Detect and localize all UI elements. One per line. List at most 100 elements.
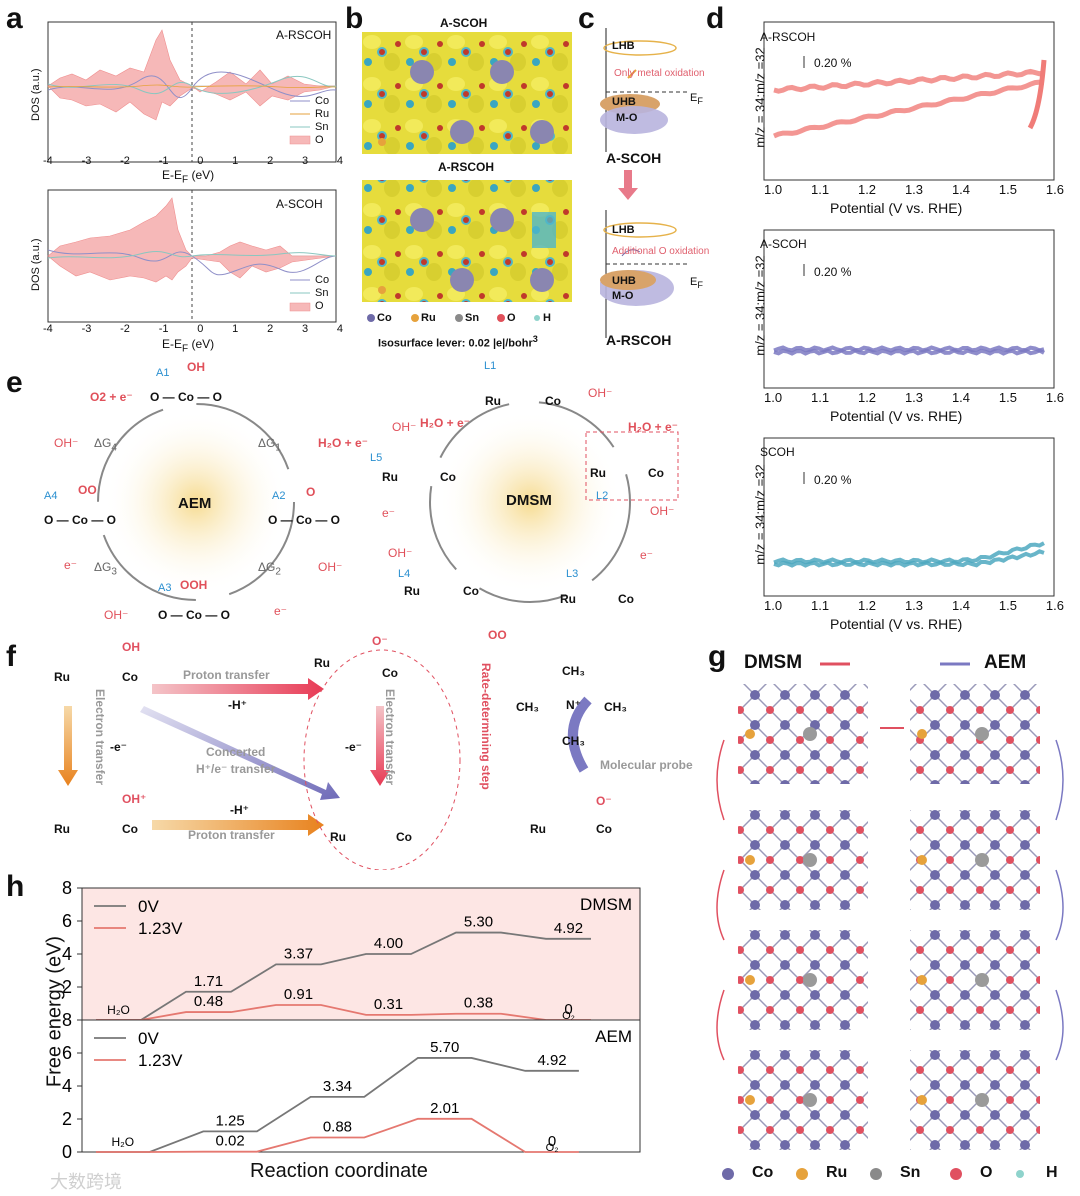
aem-h2o-e: H₂O + e⁻ <box>318 436 369 450</box>
panel-b-legend-co: Co <box>377 312 392 324</box>
f-minus-h-bottom: -H⁺ <box>230 803 249 817</box>
h-label-123v: 0.31 <box>374 996 403 1013</box>
f-co-4: Co <box>396 830 412 844</box>
panel-a-top-title: A-RSCOH <box>276 28 332 42</box>
panel-d-scale-2: 0.20 % <box>814 265 852 279</box>
panel-h-free-energy-chart: 2 4 6 8 H₂O 1.71 3.37 4.00 5.30 4.92 0.48 0.91 0.31 0… <box>62 878 641 1162</box>
h-xlabel: Reaction coordinate <box>250 1160 428 1182</box>
panel-c-bottom-uhb: UHB <box>612 275 636 287</box>
dmsm-l2: L2 <box>596 490 609 502</box>
aem-a1-struct: O — Co — O <box>150 390 223 404</box>
panel-g-legend-dots <box>722 1168 1024 1180</box>
dmsm-oh-3: OH⁻ <box>650 504 675 518</box>
panel-d-xticks-1: 1.0 1.1 1.2 1.3 1.4 1.5 1.6 <box>764 182 1064 197</box>
dmsm-l5-ru: Ru <box>382 470 398 484</box>
f-ru-1: Ru <box>54 670 70 684</box>
aem-a2: A2 <box>272 490 286 502</box>
f-electron-transfer-left: Electron transfer <box>93 689 107 786</box>
dmsm-l5: L5 <box>370 452 383 464</box>
aem-oh-1: OH⁻ <box>54 436 79 450</box>
dmsm-l2-co: Co <box>648 466 664 480</box>
h-label-0v: H₂O <box>111 1135 134 1149</box>
d-frame <box>763 437 1055 597</box>
h-series-1.23V <box>96 1117 579 1153</box>
h-o2-label: O₂ <box>546 1142 559 1154</box>
h-label-123v: 0 <box>564 1001 572 1018</box>
f-minus-e-left: -e⁻ <box>110 740 128 754</box>
panel-d-title-3: SCOH <box>760 445 795 459</box>
f-proton-transfer-bottom: Proton transfer <box>188 828 275 842</box>
aem-a1: A1 <box>156 367 170 379</box>
d-series-b <box>773 541 1045 565</box>
g-legend-co: Co <box>752 1164 774 1181</box>
h-o2-label: O₂ <box>562 1010 575 1022</box>
panel-d-title-1: A-RSCOH <box>760 30 816 44</box>
panel-letter-f: f <box>6 640 16 673</box>
aem-a1-oh: OH <box>187 360 205 374</box>
h-label-0v: 4.92 <box>554 920 583 937</box>
dmsm-l1-co: Co <box>545 394 561 408</box>
panel-c-top-lhb: LHB <box>612 40 635 52</box>
panel-c-bottom-note: Additional O oxidation <box>612 246 710 257</box>
d-frame <box>763 229 1055 389</box>
h-label-0v: 5.30 <box>464 914 493 931</box>
h-ytick-label: 0 <box>62 1142 72 1162</box>
panel-d-ylabel-2: m/z = 34:m/z =32 <box>752 255 768 356</box>
panel-c-bottom-lhb: LHB <box>612 224 635 236</box>
d-series-turn <box>1027 59 1047 130</box>
h-ytick-label: 2 <box>62 977 72 997</box>
aem-center-label: AEM <box>178 495 212 512</box>
panel-d-xticks-3: 1.0 1.1 1.2 1.3 1.4 1.5 1.6 <box>764 598 1064 613</box>
h-label-0v: 3.37 <box>284 945 313 962</box>
dmsm-oh-1: OH⁻ <box>392 420 417 434</box>
panel-c-bottom-mo: M-O <box>612 290 634 302</box>
panel-b-legend-sn: Sn <box>465 312 480 324</box>
panel-c-top-uhb: UHB <box>612 96 636 108</box>
h-label-123v: 0.91 <box>284 986 313 1003</box>
f-probe: Molecular probe <box>600 758 693 772</box>
panel-letter-c: c <box>578 2 595 35</box>
panel-d-xlabel-1: Potential (V vs. RHE) <box>830 200 963 216</box>
dmsm-l2-ru: Ru <box>590 466 606 480</box>
h-ytick-label: 8 <box>62 1010 72 1030</box>
f-ch3-right: CH₃ <box>604 700 627 714</box>
h-series-0V <box>96 1057 579 1153</box>
h-panel-title: AEM <box>595 1027 632 1046</box>
dmsm-center-label: DMSM <box>506 492 552 509</box>
dmsm-oh-2: OH⁻ <box>588 386 613 400</box>
f-ch3-top: CH₃ <box>562 664 585 678</box>
aem-dg1: ΔG1 <box>258 436 281 454</box>
panel-a-top-xlabel: E-EF (eV) <box>162 168 215 186</box>
g-legend-sn: Sn <box>900 1164 921 1181</box>
h-plot-frame <box>81 1019 641 1153</box>
f-ch3-bottom: CH₃ <box>562 734 585 748</box>
dmsm-l3-ru: Ru <box>560 592 576 606</box>
panel-a-bottom-ylabel: DOS (a.u.) <box>30 238 42 291</box>
dmsm-oo: OO <box>488 628 507 642</box>
panel-a-top-ylabel: DOS (a.u.) <box>30 68 42 121</box>
h-series-1.23V <box>96 1004 591 1021</box>
panel-g-structures <box>716 662 1064 1150</box>
dmsm-l1: L1 <box>484 360 497 372</box>
aem-a3-struct: O — Co — O <box>158 608 231 622</box>
panel-d-ylabel-1: m/z = 34:m/z =32 <box>752 47 768 148</box>
panel-b-top-title: A-SCOH <box>440 16 488 30</box>
panel-c-top-note: Only metal oxidation <box>614 68 705 79</box>
h-legend-123v: 1.23V <box>138 1051 183 1070</box>
panel-b-legend-h: H <box>543 312 551 324</box>
h-label-123v: 0.38 <box>464 995 493 1012</box>
h-label-123v: 2.01 <box>430 1100 459 1117</box>
panel-a-bottom-title: A-SCOH <box>276 197 323 211</box>
f-ru-3: Ru <box>314 656 330 670</box>
h-label-123v: 0.02 <box>216 1133 245 1150</box>
f-co-2: Co <box>122 822 138 836</box>
h-legend-0v: 0V <box>138 897 159 916</box>
f-om-2: O⁻ <box>596 794 612 808</box>
dmsm-l4: L4 <box>398 568 411 580</box>
panel-d-xlabel-2: Potential (V vs. RHE) <box>830 408 963 424</box>
aem-e-1: e⁻ <box>64 558 78 572</box>
f-co-3: Co <box>382 666 398 680</box>
panel-d-ms-plots <box>763 21 1055 597</box>
dmsm-l4-ru: Ru <box>404 584 420 598</box>
panel-letter-g: g <box>708 640 727 673</box>
